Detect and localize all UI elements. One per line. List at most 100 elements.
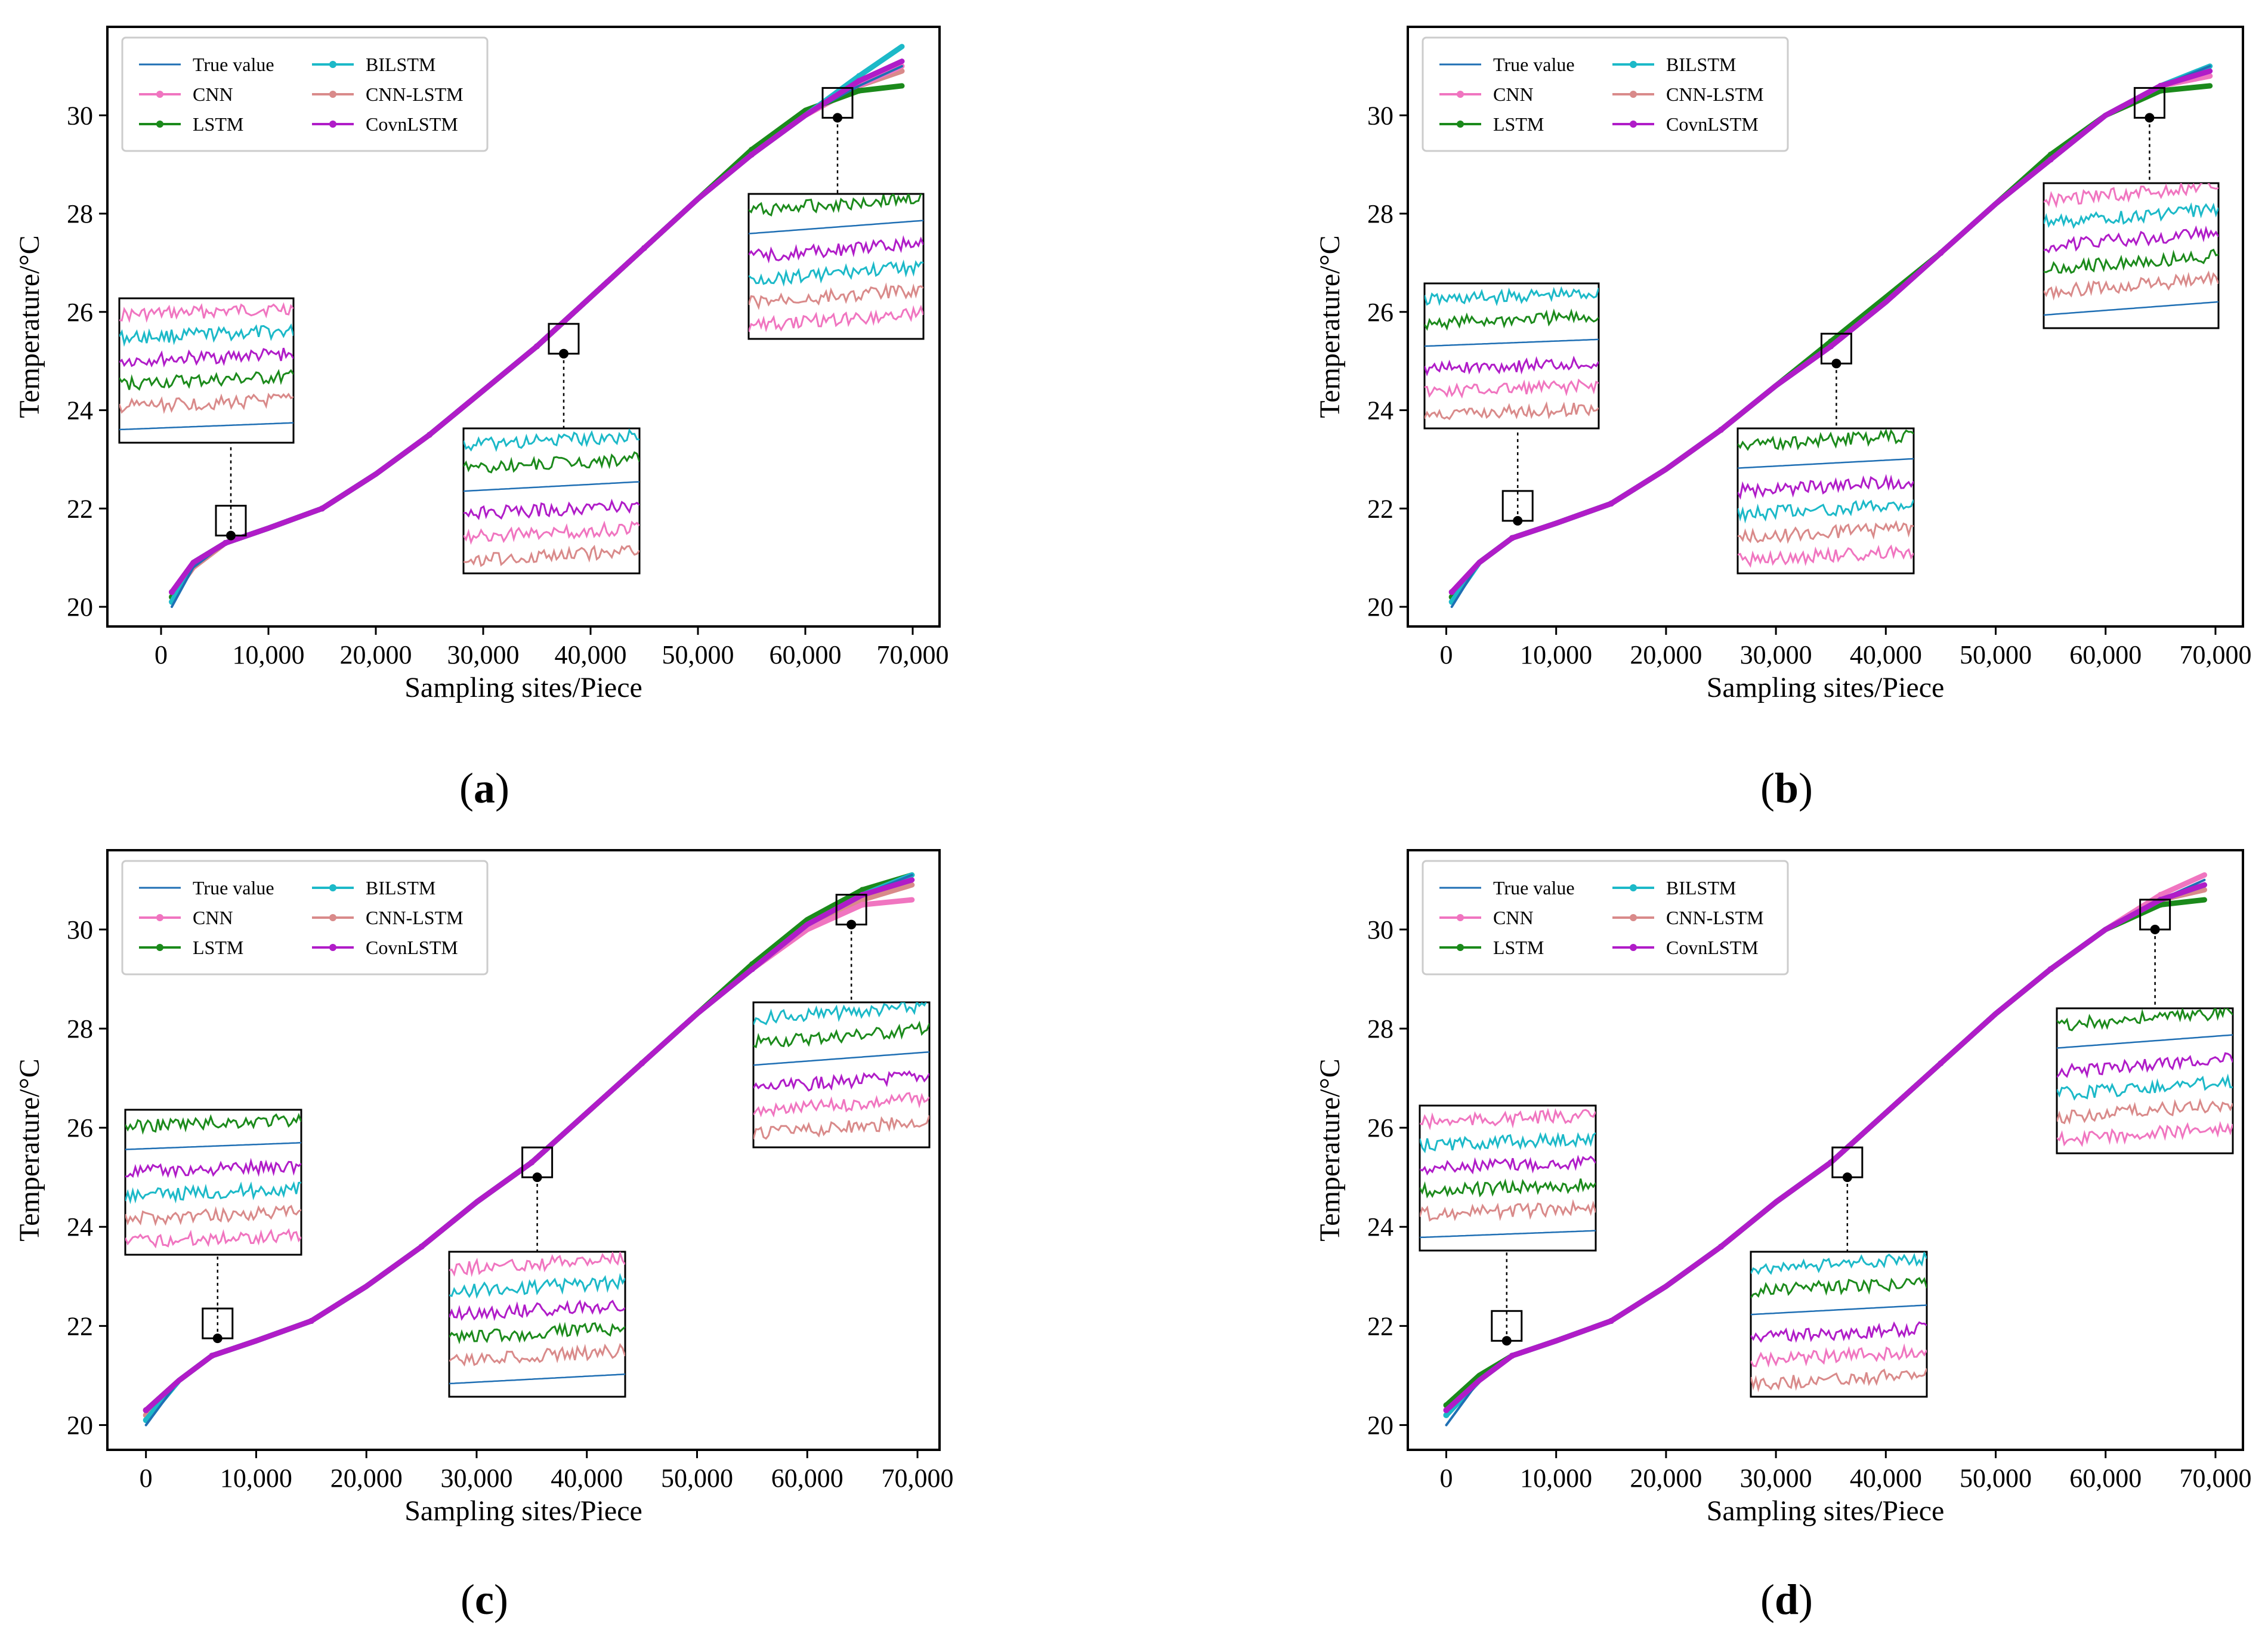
x-tick-label: 10,000 <box>1520 640 1592 669</box>
y-tick-label: 20 <box>1367 1410 1393 1440</box>
zoom-line-bilstm <box>1738 499 1914 524</box>
legend-box <box>1422 36 1789 152</box>
panel-letter: b <box>1775 764 1799 812</box>
legend-marker-covnlstm <box>1630 121 1637 128</box>
legend-label-lstm: LSTM <box>1493 937 1544 958</box>
data-point-covnlstm <box>143 1407 149 1413</box>
zoom-inset-lines <box>1751 1252 1927 1393</box>
zoom-inset <box>1750 1251 1928 1398</box>
zoom-inset-lines <box>753 1002 929 1140</box>
zoom-line-true-value <box>1420 1230 1596 1239</box>
data-point-covnlstm <box>1443 1407 1450 1413</box>
legend-label-lstm: LSTM <box>193 113 243 135</box>
zoom-line-cnn-lstm <box>1420 1199 1596 1222</box>
y-tick-label: 28 <box>1367 1014 1393 1044</box>
y-tick-label: 22 <box>1367 494 1393 523</box>
y-tick-label: 28 <box>1367 199 1393 229</box>
zoom-line-bilstm <box>464 428 639 452</box>
data-point-covnlstm <box>856 78 862 84</box>
zoom-line-bilstm <box>749 259 923 287</box>
x-tick-label: 70,000 <box>2179 640 2251 669</box>
legend-label-cnn-lstm: CNN-LSTM <box>366 84 464 105</box>
zoom-inset-lines <box>749 194 923 333</box>
x-tick-label: 0 <box>1439 1464 1453 1493</box>
legend-label-bilstm: BILSTM <box>366 54 435 75</box>
zoom-line-bilstm <box>753 1002 927 1026</box>
data-point-covnlstm <box>1509 1353 1515 1359</box>
legend-marker-cnn-lstm <box>329 914 336 921</box>
y-tick-label: 24 <box>1367 396 1393 425</box>
zoom-inset-lines <box>2044 183 2218 316</box>
data-point-covnlstm <box>1608 1318 1614 1325</box>
zoom-line-cnn-lstm <box>1751 1368 1927 1393</box>
y-tick-label: 30 <box>67 101 93 130</box>
zoom-line-cnn-lstm <box>449 1342 625 1367</box>
zoom-inset-lines <box>125 1113 301 1249</box>
y-tick-label: 26 <box>67 1113 93 1143</box>
legend-marker-cnn <box>156 914 163 921</box>
zoom-line-true-value <box>1751 1304 1927 1316</box>
legend-label-covnlstm: CovnLSTM <box>1666 113 1759 135</box>
zoom-line-cnn <box>449 1252 625 1277</box>
panel-label: (c) <box>461 1576 508 1623</box>
x-tick-label: 70,000 <box>882 1464 954 1493</box>
zoom-line-lstm <box>1751 1277 1927 1299</box>
x-axis-label: Sampling sites/Piece <box>1707 1495 1945 1527</box>
legend-label-cnn-lstm: CNN-LSTM <box>1666 84 1764 105</box>
panel-b: (b) 0 10,000 20,000 30,000 40,000 50,000 60,00… <box>1314 26 2251 812</box>
legend-marker-cnn-lstm <box>329 91 336 98</box>
data-point-covnlstm <box>1828 343 1834 350</box>
y-tick-label: 26 <box>1367 298 1393 327</box>
data-point-covnlstm <box>308 1318 314 1325</box>
legend-marker-bilstm <box>329 884 336 891</box>
x-tick-label: 10,000 <box>220 1464 292 1493</box>
data-point-lstm <box>859 887 866 893</box>
legend-label-covnlstm: CovnLSTM <box>366 113 458 135</box>
zoom-line-bilstm <box>2057 1073 2233 1101</box>
zoom-line-cnn <box>749 304 923 333</box>
x-tick-label: 40,000 <box>1850 640 1922 669</box>
y-tick-label: 20 <box>1367 592 1393 622</box>
zoom-line-lstm <box>1738 428 1914 452</box>
y-tick-label: 26 <box>1367 1113 1393 1143</box>
x-tick-label: 60,000 <box>771 1464 843 1493</box>
x-axis-label: Sampling sites/Piece <box>404 672 642 703</box>
panel-letter: d <box>1775 1576 1799 1623</box>
data-point-covnlstm <box>639 1060 645 1067</box>
legend-label-bilstm: BILSTM <box>1666 877 1736 899</box>
x-tick-label: 30,000 <box>1740 640 1812 669</box>
data-point-covnlstm <box>223 539 228 546</box>
zoom-line-covnlstm <box>464 498 639 520</box>
x-tick-label: 30,000 <box>447 640 520 669</box>
zoom-inset-lines <box>1425 286 1599 421</box>
x-tick-label: 20,000 <box>340 640 412 669</box>
data-point-covnlstm <box>749 152 755 158</box>
y-tick-label: 30 <box>1367 915 1393 944</box>
zoom-line-bilstm <box>1420 1131 1596 1154</box>
zoom-line-covnlstm <box>119 347 293 368</box>
zoom-line-bilstm <box>119 323 293 347</box>
zoom-line-covnlstm <box>1425 356 1599 376</box>
zoom-line-covnlstm <box>125 1157 301 1179</box>
legend-marker-lstm <box>1457 944 1464 951</box>
legend-label-cnn: CNN <box>1493 84 1534 105</box>
y-tick-label: 22 <box>67 494 93 523</box>
data-point-covnlstm <box>427 431 432 438</box>
zoom-line-cnn-lstm <box>1738 520 1914 544</box>
data-point-covnlstm <box>2047 966 2054 973</box>
legend-label-covnlstm: CovnLSTM <box>1666 937 1759 958</box>
data-point-cnn <box>859 902 866 908</box>
zoom-inset-lines <box>449 1252 625 1385</box>
legend-marker-cnn-lstm <box>1630 914 1637 921</box>
legend-marker-covnlstm <box>1630 944 1637 951</box>
x-tick-label: 30,000 <box>1740 1464 1812 1493</box>
zoom-line-cnn-lstm <box>1425 401 1599 421</box>
legend-marker-cnn-lstm <box>1630 91 1637 98</box>
zoom-line-cnn <box>753 1092 929 1118</box>
legend-box <box>121 36 489 152</box>
x-tick-label: 40,000 <box>555 640 627 669</box>
data-point-covnlstm <box>749 966 755 973</box>
x-tick-label: 70,000 <box>877 640 949 669</box>
zoom-line-true-value <box>119 422 293 431</box>
zoom-line-true-value <box>1425 338 1599 347</box>
